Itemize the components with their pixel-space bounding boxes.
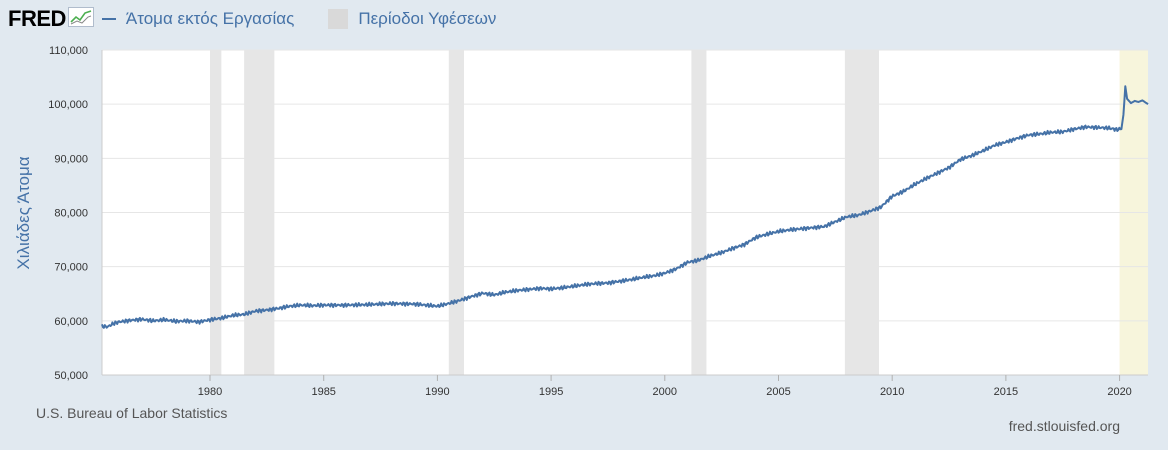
legend-recessions[interactable]: Περίοδοι Υφέσεων [328, 9, 496, 29]
x-tick-label: 2015 [994, 386, 1018, 398]
series-line [101, 85, 1149, 329]
x-tick-label: 1995 [539, 386, 563, 398]
x-tick-label: 2005 [766, 386, 790, 398]
x-tick-label: 2010 [880, 386, 904, 398]
x-tick-label: 1980 [198, 386, 222, 398]
x-axis-ticks: 1980 1985 1990 1995 2000 2005 2010 2015 2020 [198, 375, 1132, 398]
y-tick-label: 100,000 [48, 99, 88, 111]
fred-spark-icon [67, 6, 94, 32]
source-attribution[interactable]: U.S. Bureau of Labor Statistics [36, 405, 228, 421]
legend-series[interactable]: Άτομα εκτός Εργασίας [101, 9, 295, 29]
legend-recession-swatch [328, 9, 349, 29]
x-tick-label: 2000 [653, 386, 677, 398]
y-axis-ticks: 50,000 60,000 70,000 80,000 90,000 100,000 110… [48, 45, 88, 382]
x-tick-label: 1985 [311, 386, 335, 398]
fred-logo[interactable]: FRED [8, 6, 66, 31]
y-tick-label: 90,000 [54, 153, 88, 165]
y-axis-label: Χιλιάδες Άτομα [14, 156, 33, 270]
grid-lines [101, 49, 1148, 376]
x-tick-label: 2020 [1107, 386, 1131, 398]
y-tick-label: 60,000 [54, 316, 88, 328]
y-tick-label: 50,000 [54, 370, 88, 382]
legend-series-label: Άτομα εκτός Εργασίας [125, 9, 295, 28]
legend-line-marker [101, 18, 116, 20]
series-layer [101, 85, 1149, 329]
y-tick-label: 80,000 [54, 208, 88, 220]
x-tick-label: 1990 [425, 386, 449, 398]
y-tick-label: 110,000 [49, 45, 88, 57]
y-tick-label: 70,000 [54, 262, 88, 274]
chart-header: FRED Άτομα εκτός Εργασίας Περίοδοι Υφέσε… [8, 4, 530, 34]
legend-recession-label: Περίοδοι Υφέσεων [358, 9, 497, 28]
source-url[interactable]: fred.stlouisfed.org [1008, 418, 1120, 434]
